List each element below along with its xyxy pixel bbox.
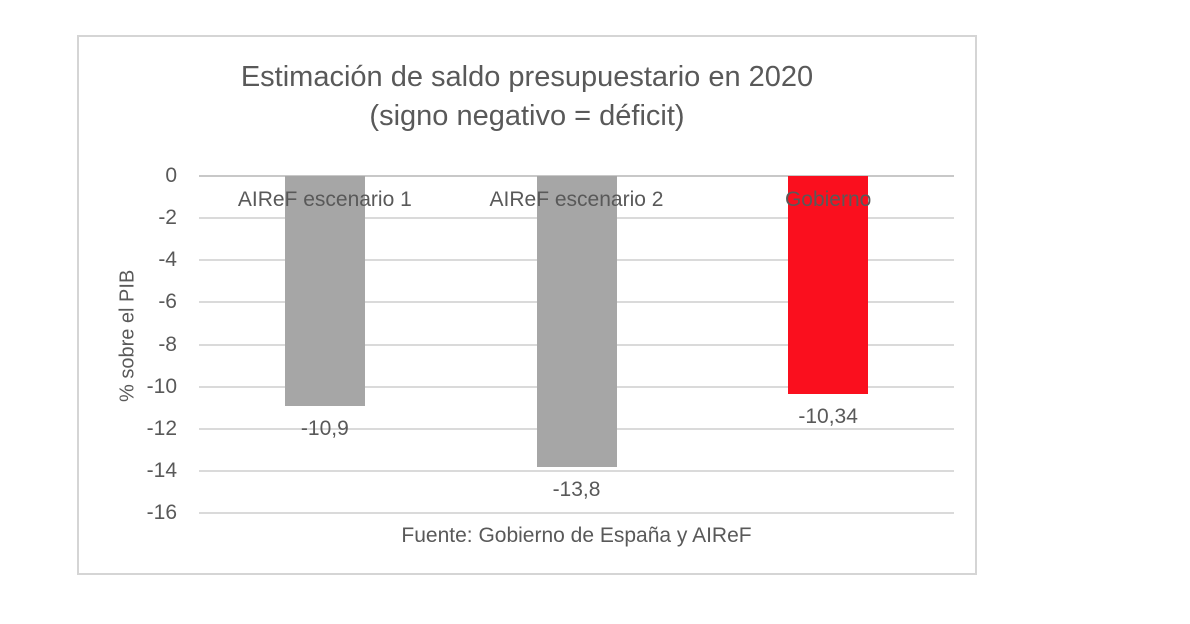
- y-axis-tick-label: -16: [146, 501, 177, 524]
- y-axis-tick-label: -14: [146, 458, 177, 482]
- y-axis-tick-label: -10: [146, 374, 177, 398]
- plot-area: AIReF escenario 1 -10,9 AIReF escenario 2 -…: [199, 175, 954, 514]
- y-axis-tick-label: -4: [158, 248, 177, 272]
- bar-gobierno: [788, 176, 869, 394]
- chart-title: Estimación de saldo presupuestario en 20…: [79, 58, 975, 136]
- gridline: [199, 512, 954, 514]
- y-axis-tick-label: -8: [158, 332, 177, 356]
- value-label: -10,9: [300, 416, 349, 440]
- chart-title-line2: (signo negativo = déficit): [369, 100, 685, 132]
- chart-title-line1: Estimación de saldo presupuestario en 20…: [240, 61, 814, 93]
- category-label: AIReF escenario 1: [237, 188, 412, 211]
- category-label: Gobierno: [784, 188, 872, 211]
- bar-airef-escenario-2: [536, 176, 617, 467]
- y-axis-tick-label: -6: [158, 290, 177, 314]
- y-axis-tick-label: 0: [165, 164, 177, 187]
- value-label: -13,8: [552, 477, 601, 501]
- source-note: Fuente: Gobierno de España y AIReF: [401, 524, 752, 547]
- bar-airef-escenario-1: [284, 176, 365, 406]
- gridline: [199, 469, 954, 472]
- y-axis-tick-label: -2: [158, 206, 177, 230]
- value-label: -10,34: [798, 404, 858, 428]
- chart-frame: Estimación de saldo presupuestario en 20…: [77, 35, 977, 575]
- category-label: AIReF escenario 2: [489, 188, 664, 211]
- y-axis-tick-label: -12: [146, 416, 177, 440]
